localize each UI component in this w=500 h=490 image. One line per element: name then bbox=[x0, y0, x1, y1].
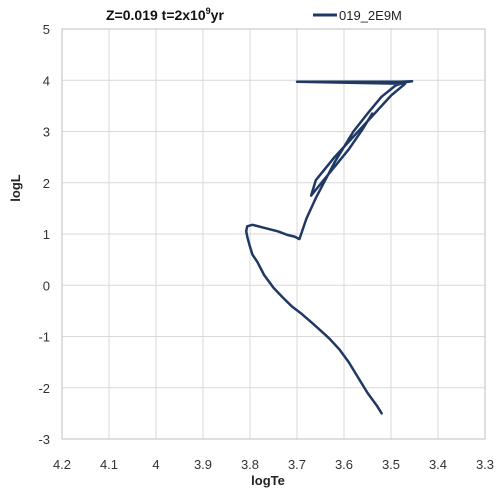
legend: 019_2E9M bbox=[313, 8, 402, 23]
y-tick-label: -3 bbox=[38, 432, 50, 447]
chart-title: Z=0.019 t=2x109yr bbox=[106, 6, 224, 23]
chart-title-superscript: 9 bbox=[206, 6, 211, 16]
x-tick-label: 3.5 bbox=[382, 457, 400, 472]
x-tick-label: 4.2 bbox=[53, 457, 71, 472]
x-tick-label: 3.7 bbox=[288, 457, 306, 472]
x-tick-label: 3.4 bbox=[429, 457, 447, 472]
tick-labels: 4.2 4.1 4 3.9 3.8 3.7 3.6 3.5 3.4 3.3 5 4 3 2 1 0 -1 -2 -3 bbox=[38, 22, 494, 472]
y-tick-label: 0 bbox=[43, 278, 50, 293]
y-tick-label: 4 bbox=[43, 73, 50, 88]
y-tick-label: -2 bbox=[38, 381, 50, 396]
x-tick-label: 3.6 bbox=[335, 457, 353, 472]
x-tick-label: 3.3 bbox=[476, 457, 494, 472]
legend-label: 019_2E9M bbox=[339, 8, 402, 23]
x-tick-label: 3.8 bbox=[241, 457, 259, 472]
y-tick-label: 5 bbox=[43, 22, 50, 37]
x-axis-title: logTe bbox=[251, 473, 285, 488]
y-tick-label: 3 bbox=[43, 125, 50, 140]
x-tick-label: 3.9 bbox=[194, 457, 212, 472]
series-line-0 bbox=[244, 80, 414, 415]
y-tick-label: 1 bbox=[43, 227, 50, 242]
y-tick-label: -1 bbox=[38, 330, 50, 345]
x-tick-label: 4.1 bbox=[100, 457, 118, 472]
chart-title-suffix: yr bbox=[211, 7, 225, 23]
y-axis-title: logL bbox=[8, 174, 23, 201]
y-tick-label: 2 bbox=[43, 176, 50, 191]
x-tick-label: 4 bbox=[152, 457, 159, 472]
plot-area-frame bbox=[61, 28, 486, 440]
chart-title-prefix: Z=0.019 t=2x10 bbox=[106, 7, 206, 23]
series-lines bbox=[244, 80, 414, 415]
